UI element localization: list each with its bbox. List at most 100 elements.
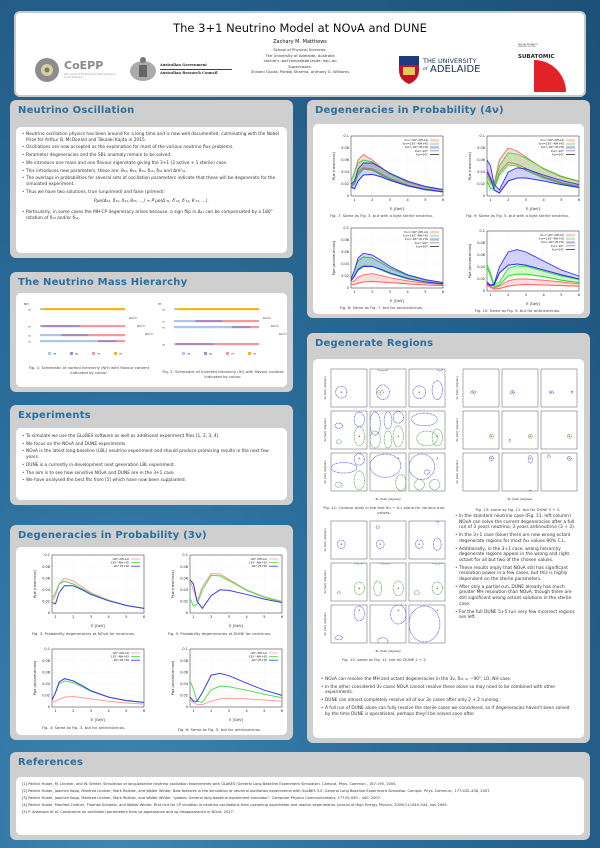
y-tick-label: 0.1 — [479, 229, 485, 233]
list-item: In the 3+1 case (blue) there are new wro… — [455, 533, 576, 544]
x-axis-label: E [GeV] — [91, 624, 105, 628]
y-axis-label: δ₁₃ (test) [degrees] — [324, 419, 327, 442]
blue-contour — [353, 605, 365, 622]
y-tick-label: 0 — [186, 705, 188, 709]
contour-panel — [330, 604, 368, 644]
plot-frame — [486, 230, 580, 292]
reference-item: [4] Patrick Huber, Manfred Lindner, Thom… — [22, 803, 448, 807]
flavour-segment — [195, 320, 223, 323]
legend-swatch — [566, 237, 575, 240]
x-tick-label: 4 — [406, 290, 409, 294]
fig9-chart: 0 0.02 0.04 0.06 0.08 0.1 1 2 3 4 5 6 E [GeV] Pμe (ne… — [468, 134, 580, 211]
x-tick-label: 1 — [489, 198, 491, 202]
legend-label: ντ — [231, 352, 235, 356]
y-tick-label: 0.06 — [341, 158, 349, 162]
y-tick-label: 0 — [347, 286, 349, 290]
true-value-point — [379, 543, 381, 545]
reference-item: [1] Patrick Huber, M. Lindner, and W. Wi… — [22, 782, 397, 786]
x-axis-label: θ₂₃ (test) [degrees] — [376, 497, 401, 501]
legend-label: δ₁₃=-90°-IH-HO — [405, 145, 429, 149]
y-tick-label: 0.04 — [42, 682, 51, 686]
section-references: References [1] Patrick Huber, M. Lindner… — [10, 752, 590, 840]
panel-frame — [408, 368, 446, 408]
x-tick-label: 2 — [72, 709, 74, 713]
legend-swatch — [226, 352, 229, 355]
fig2-caption: Fig. 2: Schematic of inverted hierarchy … — [162, 369, 284, 379]
csspp-logo: SPECIAL RESEARCH CENTRE FOR THE SUBATOMI… — [516, 44, 576, 96]
x-tick-label: 6 — [143, 709, 145, 713]
y-axis-label: Pμe (antineutrinos) — [468, 243, 472, 278]
y-axis-label: δ₁₃ (test) [degrees] — [324, 377, 327, 400]
x-tick-label: 3 — [90, 709, 92, 713]
legend-swatch — [430, 231, 439, 234]
legend-label: νμ — [209, 352, 213, 356]
flavour-segment — [174, 343, 176, 346]
panel-frame — [330, 562, 368, 602]
level-label: ν₃ — [28, 325, 32, 329]
list-item: NOνA is the latest long-baseline (LBL) n… — [22, 449, 281, 460]
regions-side-bullets: In the standard neutrino case (Fig. 11. … — [455, 514, 576, 623]
legend-label: -90°-IH-HO — [113, 564, 130, 568]
y-tick-label: 0.06 — [42, 670, 50, 674]
plot-frame — [51, 554, 145, 614]
flavour-segment — [116, 340, 125, 343]
section-neutrino-oscillation: Neutrino Oscillation Neutrino oscillatio… — [10, 100, 293, 258]
true-value-point — [358, 435, 360, 438]
legend-label: δ₁₃=-90°-IH-HO — [541, 240, 565, 244]
y-tick-label: 0.02 — [42, 694, 50, 698]
plot-frame — [51, 648, 145, 708]
x-tick-label: 2 — [507, 198, 509, 202]
y-tick-label: 0.02 — [180, 694, 188, 698]
x-tick-label: 4 — [107, 709, 110, 713]
blue-contour — [433, 537, 442, 551]
flavour-segment — [43, 308, 125, 311]
blue-contour — [409, 605, 441, 643]
contour-panel — [369, 410, 407, 450]
legend-label: δ₁₃=-90°-IH-HO — [541, 145, 565, 149]
legend-swatch — [48, 352, 51, 355]
x-tick-label: 2 — [371, 290, 373, 294]
y-tick-label: 0.08 — [341, 238, 349, 242]
y-tick-label: 0.06 — [180, 576, 188, 580]
true-value-point — [472, 391, 474, 393]
blue-contour — [334, 422, 343, 429]
arc-logo: Australian Government Australian Researc… — [128, 53, 238, 87]
legend-swatch — [430, 238, 439, 241]
poster-title: The 3+1 Neutrino Model at NOνA and DUNE — [173, 21, 427, 35]
blue-contour — [509, 390, 515, 395]
contour-panel — [369, 604, 407, 644]
legend-label: δ₁₄=-90° — [551, 244, 565, 248]
y-axis-label: Pμe (antineutrinos) — [171, 660, 175, 695]
list-item: This introduces new parameters, these ar… — [22, 169, 281, 175]
uoa-of: of — [423, 67, 428, 72]
x-axis-label: θ₂₃ (test) [degrees] — [376, 649, 401, 653]
legend-swatch — [430, 139, 439, 142]
legend-label: δ₁₃=-90°-NH-LO — [540, 233, 564, 237]
legend-label: 135°-NH-HO — [110, 655, 129, 659]
author: Zachary M. Matthews — [273, 39, 327, 45]
flavour-segment — [222, 320, 259, 323]
panel-frame — [462, 410, 500, 450]
list-item: We focus on the NOνA and DUNE experiment… — [22, 442, 281, 448]
y-tick-label: 0.04 — [180, 588, 189, 592]
y-tick-label: 0 — [48, 611, 50, 615]
y-tick-label: 0.1 — [182, 647, 188, 651]
y-tick-label: 0.06 — [42, 576, 50, 580]
fig5-chart: 0 0.02 0.04 0.06 0.08 0.1 1 2 3 4 5 6 E [GeV] Pμe (ne… — [171, 553, 283, 628]
section-title: Degenerate Regions — [315, 338, 434, 349]
series-line — [51, 696, 145, 705]
coat-of-arms-icon — [130, 57, 156, 81]
blue-contour — [548, 390, 554, 394]
list-item: We have analysed the best fits from [5] … — [22, 478, 281, 484]
green-contour — [413, 479, 425, 491]
x-tick-label: 1 — [353, 198, 355, 202]
y-tick-label: 0 — [186, 611, 188, 615]
list-item: DUNE is a currently in-development next … — [22, 463, 281, 469]
x-tick-label: 2 — [210, 709, 212, 713]
legend-label: δ₁₃=-90°-NH-LO — [404, 138, 428, 142]
series-line — [51, 585, 145, 609]
legend-swatch — [248, 352, 251, 355]
blue-contour — [435, 521, 439, 523]
contour-panel — [408, 604, 446, 644]
section-title: References — [18, 757, 84, 768]
